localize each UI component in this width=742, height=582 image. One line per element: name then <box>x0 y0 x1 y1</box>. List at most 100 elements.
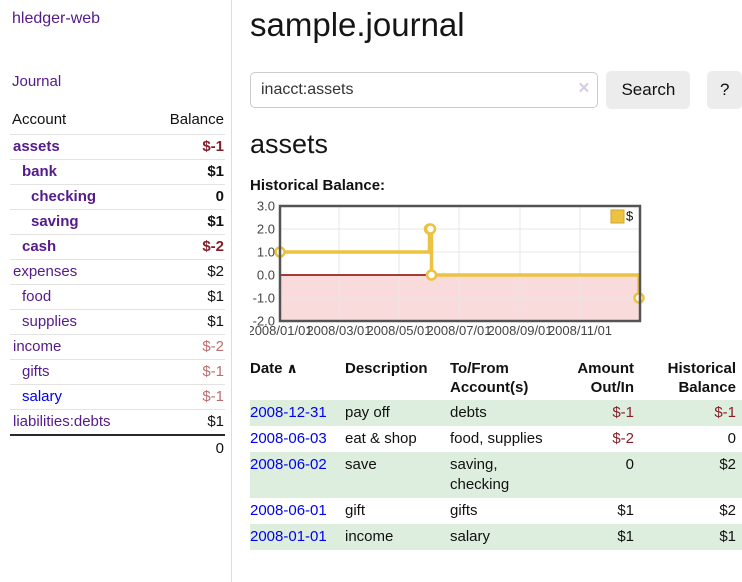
transaction-amount: $1 <box>558 524 642 550</box>
legend-label: $ <box>626 208 634 223</box>
register-table: Date ∧ Description To/From Account(s) Amo… <box>250 356 742 550</box>
account-row: checking 0 <box>10 184 225 210</box>
account-page-title: assets <box>250 129 329 159</box>
chart-data-point <box>424 223 437 235</box>
sidebar-account-link-food[interactable]: food <box>22 288 52 305</box>
account-balance: $-2 <box>147 334 225 360</box>
sidebar-account-link-salary[interactable]: salary <box>22 388 63 405</box>
x-axis-label: 2008/07/01 <box>426 323 491 338</box>
account-row: income $-2 <box>10 334 225 360</box>
transaction-row: 2008-12-31 pay off debts $-1 $-1 <box>250 400 742 426</box>
transaction-date-link[interactable]: 2008-12-31 <box>250 404 327 421</box>
account-balance: 0 <box>147 184 225 210</box>
transaction-balance: $2 <box>719 502 736 519</box>
sidebar-account-link-gifts[interactable]: gifts <box>22 363 50 380</box>
account-row: food $1 <box>10 284 225 310</box>
transaction-accounts: gifts <box>450 502 478 519</box>
historical-balance-chart[interactable]: 3.0 2.0 1.0 0.0 -1.0 -2.02008/01/012008/03/01… <box>250 199 742 344</box>
transaction-accounts: saving, checking <box>450 452 558 498</box>
accounts-total-row: 0 <box>10 434 225 461</box>
sidebar-account-link-liabilities-debts[interactable]: liabilities:debts <box>13 413 111 430</box>
transaction-date-link[interactable]: 2008-06-01 <box>250 502 327 519</box>
sidebar-account-link-supplies[interactable]: supplies <box>22 313 78 330</box>
account-row: assets $-1 <box>10 134 225 160</box>
accounts-total-value: 0 <box>147 434 225 461</box>
search-input[interactable] <box>250 72 599 108</box>
account-balance: $-1 <box>147 359 225 385</box>
y-axis-label: -2.0 <box>253 313 275 328</box>
transaction-description: save <box>345 452 450 498</box>
y-axis-label: -1.0 <box>253 290 275 305</box>
sidebar-account-link-assets[interactable]: assets <box>13 138 60 155</box>
account-row: liabilities:debts $1 <box>10 409 225 435</box>
transaction-amount: $1 <box>617 502 634 519</box>
account-balance: $1 <box>147 284 225 310</box>
sidebar: hledger-web Journal Account Balance asse… <box>0 0 232 582</box>
transaction-row: 2008-06-01 gift gifts $1 $2 <box>250 498 742 524</box>
transaction-balance: $2 <box>642 452 742 498</box>
accounts-header-account: Account <box>12 111 67 128</box>
transaction-row: 2008-01-01 income salary $1 $1 <box>250 524 742 550</box>
account-balance: $1 <box>147 409 225 435</box>
x-axis-label: 2008/03/01 <box>306 323 371 338</box>
sidebar-account-link-bank[interactable]: bank <box>22 163 58 180</box>
transaction-description: eat & shop <box>345 430 417 447</box>
x-axis-label: 2008/11/01 <box>548 323 612 338</box>
accounts-table: Account Balance assets $-1 bank $1 checking 0… <box>10 107 225 461</box>
account-row: cash $-2 <box>10 234 225 260</box>
account-row: expenses $2 <box>10 259 225 285</box>
sidebar-account-link-expenses[interactable]: expenses <box>13 263 78 280</box>
transaction-balance: $1 <box>642 524 742 550</box>
transaction-date-link[interactable]: 2008-06-03 <box>250 430 327 447</box>
chart-data-point <box>425 269 438 281</box>
transaction-row: 2008-06-03 eat & shop food, supplies $-2 0 <box>250 426 742 452</box>
account-row: gifts $-1 <box>10 359 225 385</box>
sidebar-account-link-saving[interactable]: saving <box>31 213 79 230</box>
register-header-accounts: To/From Account(s) <box>450 360 529 396</box>
account-balance: $1 <box>147 309 225 335</box>
sidebar-item-journal[interactable]: Journal <box>12 73 62 90</box>
account-row: salary $-1 <box>10 384 225 410</box>
page-title: sample.journal <box>250 6 465 43</box>
transaction-amount: 0 <box>558 452 642 498</box>
legend-swatch <box>610 209 625 224</box>
app-title-link[interactable]: hledger-web <box>12 10 101 27</box>
search-button[interactable]: Search <box>606 71 691 109</box>
transaction-description: income <box>345 524 450 550</box>
clear-search-icon[interactable]: × <box>578 78 590 99</box>
transaction-accounts: salary <box>450 524 558 550</box>
account-row: saving $1 <box>10 209 225 235</box>
register-header-amount: Amount Out/In <box>577 360 634 396</box>
register-header-balance: Historical Balance <box>667 360 736 396</box>
x-axis-label: 2008/09/01 <box>487 323 552 338</box>
x-axis-label: 2008/01/01 <box>250 323 313 338</box>
account-balance: $-2 <box>147 234 225 260</box>
transaction-date-link[interactable]: 2008-01-01 <box>250 528 327 545</box>
sidebar-account-link-income[interactable]: income <box>13 338 62 355</box>
accounts-header-balance: Balance <box>169 111 224 128</box>
sort-asc-icon: ∧ <box>286 360 298 376</box>
transaction-balance: $-1 <box>642 400 742 426</box>
transaction-row: 2008-06-02 save saving, checking 0 $2 <box>250 452 742 498</box>
sidebar-account-link-checking[interactable]: checking <box>31 188 97 205</box>
account-balance: $2 <box>147 259 225 285</box>
chart-heading: Historical Balance: <box>250 177 386 194</box>
register-header-date[interactable]: Date ∧ <box>250 360 298 377</box>
help-button[interactable]: ? <box>707 71 742 109</box>
transaction-accounts: food, supplies <box>450 430 543 447</box>
y-axis-label: 2.0 <box>257 221 275 236</box>
account-balance: $1 <box>147 209 225 235</box>
search-form: × Search ? <box>250 71 742 109</box>
transaction-date-link[interactable]: 2008-06-02 <box>250 456 327 473</box>
transaction-description: gift <box>345 502 366 519</box>
sidebar-account-link-cash[interactable]: cash <box>22 238 57 255</box>
transaction-accounts: debts <box>450 400 558 426</box>
register-header-description: Description <box>345 360 428 377</box>
y-axis-label: 1.0 <box>257 244 275 259</box>
transaction-description: pay off <box>345 400 450 426</box>
y-axis-label: 3.0 <box>257 199 275 213</box>
y-axis-label: 0.0 <box>257 267 275 282</box>
account-balance: $-1 <box>147 134 225 160</box>
account-balance: $-1 <box>147 384 225 410</box>
chart-border <box>278 204 642 323</box>
